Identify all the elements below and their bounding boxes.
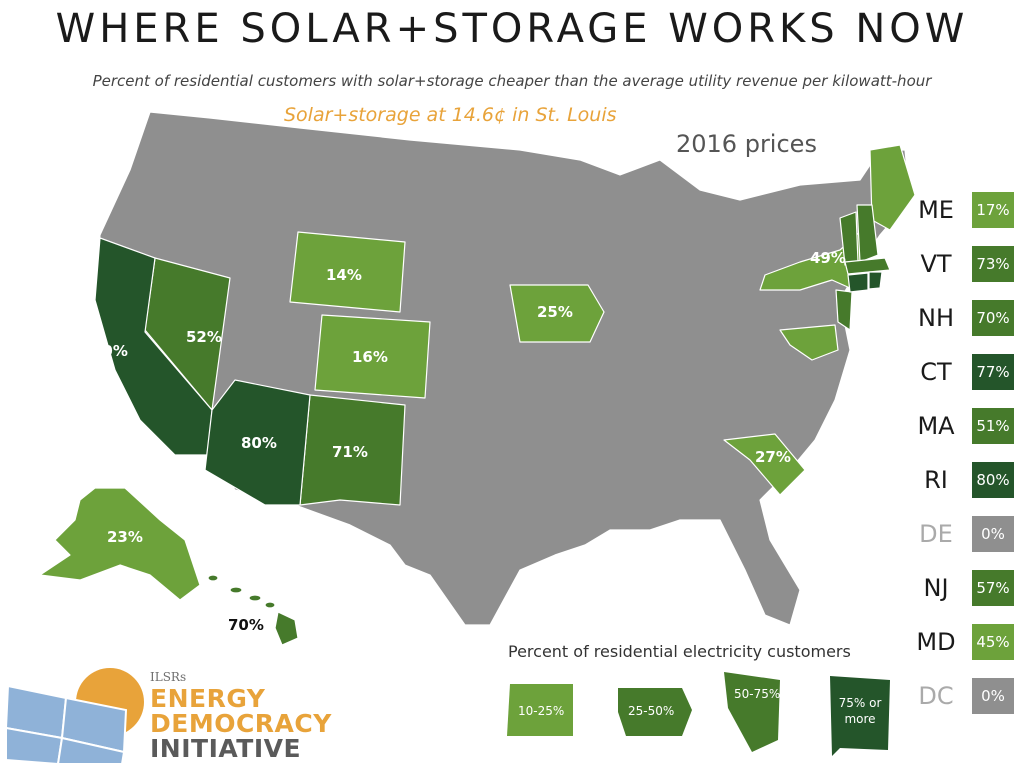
- label-AK: 23%: [107, 528, 143, 546]
- state-abbr: MA: [917, 412, 955, 440]
- legend-swatch-75-plus: [830, 676, 890, 756]
- logo-line-2: DEMOCRACY: [150, 709, 332, 738]
- state-row: MA 51%: [908, 408, 1018, 462]
- state-california: [94, 237, 213, 456]
- label-AZ: 80%: [241, 434, 277, 452]
- legend-label-75-plus-text: 75% or: [839, 696, 882, 710]
- legend-label-75-plus: 75% or more: [839, 696, 882, 726]
- state-abbr: VT: [920, 250, 952, 278]
- logo-line-1: ENERGY: [150, 684, 266, 713]
- label-SC: 27%: [755, 448, 791, 466]
- state-row: MD 45%: [908, 624, 1018, 678]
- state-abbr: DC: [918, 682, 954, 710]
- state-row: RI 80%: [908, 462, 1018, 516]
- legend-swatch-50-75: [724, 672, 780, 752]
- state-abbr: RI: [924, 466, 948, 494]
- state-value-badge: 0%: [972, 516, 1014, 552]
- state-row: NJ 57%: [908, 570, 1018, 624]
- logo-line-3: INITIATIVE: [150, 734, 302, 763]
- label-NM: 71%: [332, 443, 368, 461]
- logo-wordmark: ENERGY DEMOCRACY INITIATIVE: [150, 686, 332, 761]
- legend-label-50-75: 50-75%: [734, 687, 780, 701]
- state-row: NH 70%: [908, 300, 1018, 354]
- state-south-carolina: [723, 433, 806, 496]
- state-abbr: NH: [918, 304, 954, 332]
- state-value-badge: 17%: [972, 192, 1014, 228]
- state-value-badge: 57%: [972, 570, 1014, 606]
- state-rhode-island: [868, 271, 883, 290]
- state-alaska: [39, 487, 201, 601]
- northeast-state-list: ME 17% VT 73% NH 70% CT 77% MA 51% RI 80% DE 0% NJ 57% M…: [908, 192, 1018, 732]
- state-value-badge: 80%: [972, 462, 1014, 498]
- label-NV: 52%: [186, 328, 222, 346]
- state-row: CT 77%: [908, 354, 1018, 408]
- state-value-badge: 73%: [972, 246, 1014, 282]
- label-IA: 25%: [537, 303, 573, 321]
- label-WY: 14%: [326, 266, 362, 284]
- price-note: Solar+storage at 14.6¢ in St. Louis: [284, 104, 617, 126]
- legend-title: Percent of residential electricity custo…: [508, 642, 851, 661]
- legend-swatches: [507, 672, 890, 756]
- state-value-badge: 0%: [972, 678, 1014, 714]
- state-connecticut: [847, 272, 869, 293]
- page-title: WHERE SOLAR+STORAGE WORKS NOW: [55, 6, 969, 52]
- state-row: VT 73%: [908, 246, 1018, 300]
- ilsr-logo: [6, 668, 144, 764]
- state-value-badge: 70%: [972, 300, 1014, 336]
- state-row: DC 0%: [908, 678, 1018, 732]
- state-iowa: [509, 284, 605, 343]
- state-abbr: NJ: [923, 574, 949, 602]
- legend-label-25-50: 25-50%: [628, 704, 674, 718]
- legend-swatch-10-25: [507, 684, 573, 736]
- state-massachusetts: [844, 257, 891, 275]
- page-subtitle: Percent of residential customers with so…: [92, 72, 932, 90]
- state-row: ME 17%: [908, 192, 1018, 246]
- label-CA: 90%: [92, 342, 128, 360]
- state-value-badge: 45%: [972, 624, 1014, 660]
- legend-label-10-25: 10-25%: [518, 704, 564, 718]
- legend-label-75-plus-line2: more: [844, 712, 875, 726]
- state-arizona: [204, 379, 311, 506]
- state-row: DE 0%: [908, 516, 1018, 570]
- state-new-jersey: [835, 289, 853, 331]
- state-abbr: DE: [919, 520, 953, 548]
- state-new-hampshire: [856, 204, 879, 263]
- state-abbr: ME: [918, 196, 954, 224]
- state-colorado: [314, 314, 431, 399]
- state-value-badge: 51%: [972, 408, 1014, 444]
- state-wyoming: [289, 231, 406, 313]
- state-abbr: MD: [916, 628, 956, 656]
- state-abbr: CT: [920, 358, 952, 386]
- solar-panel-icon: [6, 684, 128, 764]
- label-NY: 49%: [810, 249, 846, 267]
- state-maryland: [779, 324, 839, 361]
- label-HI: 70%: [228, 616, 264, 634]
- logo-ilsr-text: ILSRs: [150, 670, 187, 684]
- legend-swatch-25-50: [618, 688, 692, 736]
- prices-year-label: 2016 prices: [676, 130, 817, 158]
- state-hawaii: [207, 574, 299, 646]
- state-value-badge: 77%: [972, 354, 1014, 390]
- label-CO: 16%: [352, 348, 388, 366]
